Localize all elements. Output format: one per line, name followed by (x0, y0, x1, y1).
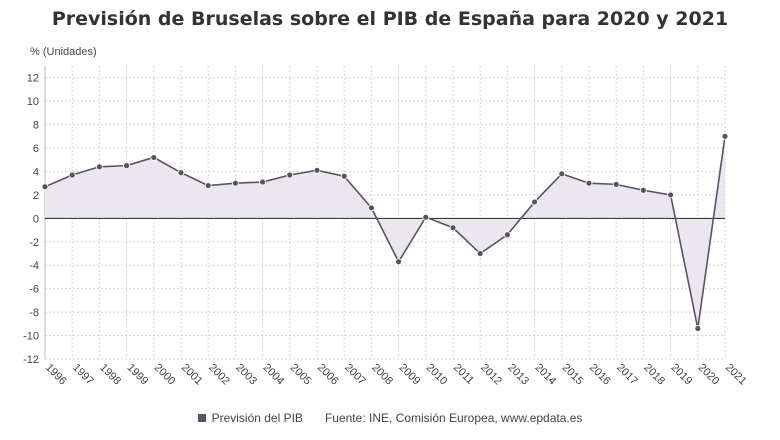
x-tick-label: 2000 (152, 362, 178, 388)
data-point (259, 178, 267, 186)
y-tick-label: -12 (23, 354, 39, 366)
x-tick-label: 1999 (124, 362, 150, 388)
data-point (721, 132, 729, 140)
data-point (449, 224, 457, 232)
data-point (558, 170, 566, 178)
data-point (503, 231, 511, 239)
data-point (422, 213, 430, 221)
y-tick-label: 12 (27, 73, 39, 85)
y-tick-label: -8 (29, 307, 39, 319)
x-tick-label: 1997 (70, 362, 96, 388)
data-point (68, 171, 76, 179)
y-tick-label: 10 (27, 96, 39, 108)
data-point (231, 179, 239, 187)
data-point (150, 154, 158, 161)
series-line (44, 136, 726, 329)
y-tick-label: -10 (23, 331, 39, 343)
data-point (313, 166, 321, 174)
data-point (123, 162, 130, 170)
y-tick-label: -4 (29, 260, 39, 272)
data-point (286, 171, 294, 179)
series-area (45, 136, 725, 329)
x-tick-label: 2019 (668, 362, 694, 388)
x-tick-label: 2008 (369, 362, 395, 388)
x-tick-label: 2002 (206, 362, 232, 388)
source-label: Fuente: INE, Comisión Europea, www.epdat… (324, 411, 583, 425)
data-point (41, 183, 49, 191)
legend-series-label: Previsión del PIB (211, 411, 303, 425)
data-point (177, 169, 185, 177)
x-tick-label: 2018 (641, 362, 667, 388)
legend: Previsión del PIB Fuente: INE, Comisión E… (0, 411, 780, 425)
data-point (667, 191, 674, 199)
x-tick-label: 2021 (723, 362, 749, 388)
x-tick-label: 2003 (233, 362, 259, 388)
y-tick-label: 2 (33, 190, 39, 202)
x-tick-label: 2009 (396, 362, 422, 388)
x-tick-label: 2010 (424, 362, 450, 388)
data-point (395, 258, 403, 266)
data-point (367, 204, 375, 212)
x-tick-label: 2020 (696, 362, 722, 388)
x-tick-label: 2011 (451, 362, 476, 387)
data-point (476, 250, 484, 257)
x-tick-label: 2017 (614, 362, 640, 388)
x-tick-label: 2015 (560, 362, 586, 388)
x-tick-label: 2001 (179, 362, 205, 388)
y-tick-label: 8 (33, 120, 39, 132)
data-point (694, 325, 702, 332)
data-point (612, 180, 620, 188)
x-tick-label: 2012 (478, 362, 504, 388)
y-tick-label: -6 (29, 284, 39, 296)
x-tick-label: 2013 (505, 362, 531, 388)
x-tick-label: 2007 (342, 362, 368, 388)
data-point (204, 182, 212, 189)
x-tick-label: 2014 (532, 362, 558, 388)
y-axis-unit-label: % (Unidades) (30, 46, 97, 58)
x-tick-label: 1998 (97, 362, 123, 388)
x-tick-label: 2016 (587, 362, 613, 388)
chart-title: Previsión de Bruselas sobre el PIB de Es… (51, 8, 729, 30)
data-point (340, 172, 348, 180)
data-point (640, 186, 647, 194)
data-point (531, 198, 538, 206)
y-tick-label: 6 (33, 143, 39, 155)
x-tick-label: 2004 (260, 362, 286, 388)
y-tick-label: 0 (33, 213, 39, 225)
x-tick-label: 2006 (315, 362, 341, 388)
legend-swatch (197, 414, 206, 422)
data-point (96, 163, 103, 171)
data-point (585, 179, 593, 187)
x-tick-label: 2005 (288, 362, 314, 388)
y-tick-label: 4 (33, 166, 39, 178)
y-tick-label: -2 (29, 237, 39, 249)
x-tick-label: 1996 (43, 362, 69, 388)
